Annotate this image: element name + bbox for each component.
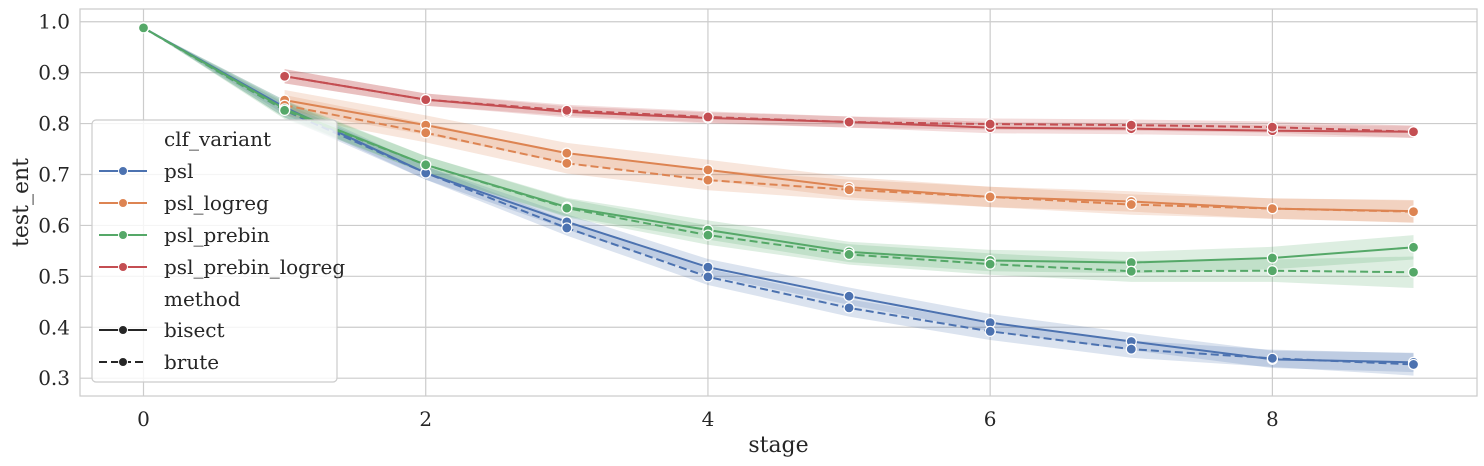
data-point-psl-prebin-brute	[561, 202, 573, 214]
legend-label-bisect: bisect	[164, 318, 225, 342]
data-point-psl-brute	[843, 302, 855, 314]
legend-marker-psl	[118, 166, 128, 176]
series-line-psl-prebin-brute	[142, 26, 1414, 274]
data-point-psl-prebin-logreg-brute	[1125, 119, 1137, 131]
data-point-psl-brute	[984, 325, 996, 337]
y-tick-label: 0.8	[38, 112, 70, 136]
data-point-psl-logreg-brute	[420, 127, 432, 139]
legend-box	[91, 119, 338, 383]
legend-label-psl-prebin: psl_prebin	[164, 223, 270, 247]
data-point-psl-prebin-logreg-brute	[702, 111, 714, 123]
data-point-psl-logreg-brute	[984, 191, 996, 203]
x-tick-label: 6	[984, 407, 997, 431]
x-axis-label: stage	[748, 433, 808, 458]
y-tick-label: 0.3	[38, 366, 70, 390]
legend-label-psl: psl	[164, 159, 193, 183]
data-point-psl-prebin-brute	[984, 258, 996, 270]
data-point-psl-prebin-logreg-brute	[843, 116, 855, 128]
series-line-psl-prebin-bisect	[143, 26, 1414, 264]
data-point-psl-prebin-logreg-brute	[561, 104, 573, 116]
legend-marker-brute	[118, 357, 128, 367]
data-point-psl-prebin-brute	[1266, 265, 1278, 277]
data-point-psl-prebin-logreg-brute	[984, 118, 996, 130]
x-tick-label: 8	[1266, 407, 1279, 431]
series-markers	[137, 22, 1420, 371]
y-tick-label: 0.9	[38, 61, 70, 85]
y-tick-label: 0.7	[38, 162, 70, 186]
data-point-psl-prebin-brute	[1125, 265, 1137, 277]
data-point-psl-prebin-logreg-brute	[1407, 126, 1420, 138]
data-point-psl-logreg-bisect	[561, 147, 573, 159]
y-tick-label: 0.4	[38, 315, 70, 339]
legend-marker-psl-prebin	[118, 230, 128, 240]
data-point-psl-bisect	[843, 290, 855, 302]
data-point-psl-prebin-logreg-brute	[279, 70, 291, 82]
legend-label-psl-prebin-logreg: psl_prebin_logreg	[164, 255, 345, 279]
data-point-psl-brute	[1407, 358, 1420, 371]
y-axis-label: test_ent	[9, 158, 34, 247]
series-line-psl-bisect	[143, 26, 1414, 364]
data-point-psl-logreg-brute	[843, 184, 855, 196]
legend-label-brute: brute	[164, 350, 219, 374]
legend-marker-psl-prebin-logreg	[118, 262, 128, 272]
data-point-psl-prebin-brute	[137, 22, 150, 34]
y-tick-label: 1.0	[38, 10, 70, 34]
x-tick-label: 4	[702, 407, 715, 431]
data-point-psl-prebin-bisect	[1266, 252, 1278, 264]
data-point-psl-brute	[561, 222, 573, 234]
legend: clf_variant method psl psl_logreg psl_preb…	[91, 119, 345, 383]
data-point-psl-prebin-brute	[1407, 266, 1420, 278]
data-point-psl-prebin-brute	[843, 248, 855, 261]
data-point-psl-bisect	[702, 261, 714, 273]
series-line-psl-brute	[142, 26, 1414, 366]
data-point-psl-prebin-bisect	[1407, 241, 1420, 253]
x-tick-label: 0	[137, 407, 150, 431]
plot-frame	[79, 8, 1478, 397]
data-point-psl-prebin-brute	[702, 229, 714, 241]
legend-label-psl-logreg: psl_logreg	[164, 191, 269, 215]
data-point-psl-logreg-brute	[561, 157, 573, 169]
data-point-psl-logreg-brute	[1407, 206, 1420, 218]
data-point-psl-logreg-brute	[1266, 203, 1278, 215]
tick-labels: 0 2 4 6 8 0.3 0.4 0.5 0.6 0.7 0.8 0.9 1.0	[38, 10, 1279, 431]
data-point-psl-brute	[702, 271, 714, 283]
ci-band-psl-prebin-brute	[143, 27, 1414, 289]
legend-marker-bisect	[118, 325, 128, 335]
ci-band-psl-prebin-bisect	[143, 27, 1414, 274]
data-point-psl-brute	[1125, 343, 1137, 355]
legend-marker-psl-logreg	[118, 198, 128, 208]
y-tick-label: 0.6	[38, 213, 70, 237]
data-point-psl-prebin-brute	[279, 104, 291, 116]
data-point-psl-brute	[1266, 352, 1278, 364]
legend-title-method: method	[164, 287, 241, 311]
data-point-psl-prebin-logreg-brute	[1266, 121, 1278, 133]
legend-title-clf-variant: clf_variant	[164, 127, 271, 151]
data-point-psl-logreg-bisect	[702, 164, 714, 176]
y-tick-label: 0.5	[38, 264, 70, 288]
data-point-psl-logreg-brute	[702, 174, 714, 186]
x-tick-label: 2	[419, 407, 432, 431]
data-point-psl-logreg-brute	[1125, 198, 1137, 211]
data-point-psl-prebin-logreg-brute	[420, 94, 432, 106]
data-point-psl-prebin-brute	[420, 159, 432, 171]
